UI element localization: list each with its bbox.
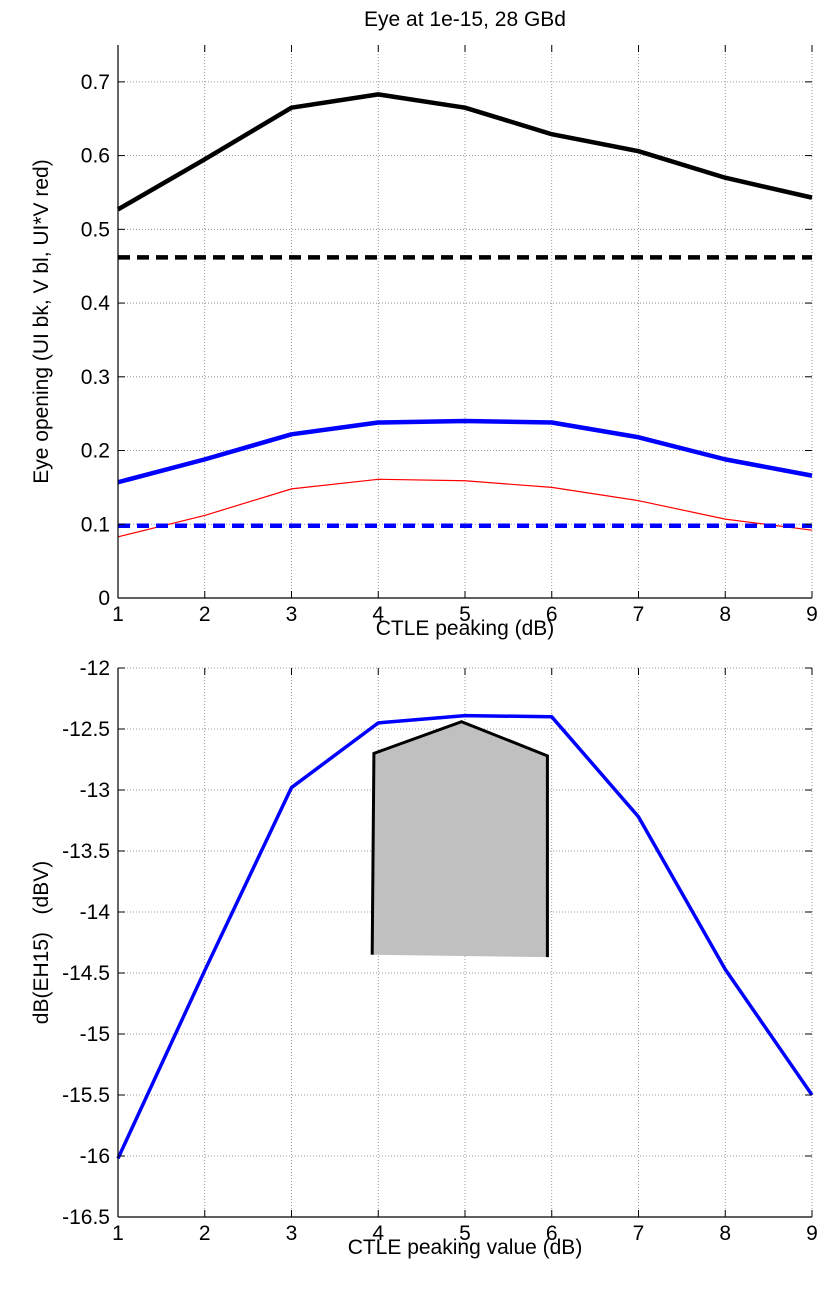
chart-2-y-tick-label-8: -16 xyxy=(80,1145,110,1168)
chart-1-y-tick-label-5: 0.5 xyxy=(81,218,110,241)
chart-1-x-tick-label-7: 8 xyxy=(719,603,731,626)
chart-1-y-axis-label: Eye opening (UI bk, V bl, UI*V red) xyxy=(30,159,53,484)
chart-2-y-axis-label: dB(EH15) (dBV) xyxy=(30,861,53,1024)
chart-1-x-tick-label-2: 3 xyxy=(286,603,298,626)
chart-2-y-tick-label-2: -13 xyxy=(80,779,110,802)
chart-1-series-3-line xyxy=(117,478,813,538)
chart-1-y-tick-label-4: 0.4 xyxy=(81,292,111,315)
chart-1-y-tick-label-1: 0.1 xyxy=(81,513,110,536)
chart-1-y-tick-label-0: 0 xyxy=(98,587,110,610)
chart-1-x-tick-label-6: 7 xyxy=(633,603,645,626)
chart-2-y-tick-label-4: -14 xyxy=(80,901,111,924)
chart-2-y-tick-label-6: -15 xyxy=(80,1023,110,1046)
chart-2-y-tick-label-1: -12.5 xyxy=(62,718,110,741)
chart-1-x-tick-label-4: 5 xyxy=(459,603,471,626)
chart-1-series-2-line xyxy=(117,418,813,485)
chart-1-y-tick-label-2: 0.2 xyxy=(81,440,110,463)
chart-1-x-tick-label-0: 1 xyxy=(112,603,124,626)
chart-2-y-tick-label-3: -13.5 xyxy=(62,840,110,863)
chart-2-x-tick-label-5: 6 xyxy=(546,1222,558,1245)
chart-1-x-tick-label-3: 4 xyxy=(372,603,384,626)
chart-1-x-tick-label-8: 9 xyxy=(806,603,818,626)
chart-2-x-tick-label-6: 7 xyxy=(633,1222,645,1245)
chart-1-y-tick-label-7: 0.7 xyxy=(81,71,110,94)
chart-1-x-axis-label: CTLE peaking (dB) xyxy=(376,617,555,640)
chart-2-x-tick-label-3: 4 xyxy=(372,1222,384,1245)
chart-2-x-tick-label-0: 1 xyxy=(112,1222,124,1245)
chart-1-y-tick-label-6: 0.6 xyxy=(81,145,110,168)
chart-2-x-tick-label-1: 2 xyxy=(199,1222,211,1245)
chart-2-x-tick-label-7: 8 xyxy=(719,1222,731,1245)
chart-1-x-tick-label-1: 2 xyxy=(199,603,211,626)
chart-2-x-axis-label: CTLE peaking value (dB) xyxy=(348,1236,583,1259)
chart-2-series-1-line xyxy=(116,713,814,1160)
chart-2: 1 2 3 4 5 6 7 8 9 -12 -12.5 -13 -13.5 -14 -14.5 -15 -15.… xyxy=(30,657,818,1259)
chart-2-y-tick-label-5: -14.5 xyxy=(62,962,110,985)
chart-2-x-tick-label-8: 9 xyxy=(806,1222,818,1245)
chart-1: 1 2 3 4 5 6 7 8 9 0 0.1 0.2 0.3 0.4 0.5 0.6 0.7 Eye at 1e… xyxy=(30,8,818,640)
chart-2-x-tick-label-2: 3 xyxy=(286,1222,298,1245)
chart-2-y-tick-label-0: -12 xyxy=(80,657,110,680)
chart-1-series-1-line xyxy=(116,92,813,212)
chart-2-x-tick-label-4: 5 xyxy=(459,1222,471,1245)
chart-2-y-tick-label-9: -16.5 xyxy=(62,1206,110,1229)
chart-2-shaded-region-outline xyxy=(370,720,549,958)
chart-1-x-tick-label-5: 6 xyxy=(546,603,558,626)
chart-1-title: Eye at 1e-15, 28 GBd xyxy=(364,8,566,31)
chart-1-y-tick-label-3: 0.3 xyxy=(81,366,110,389)
chart-2-shaded-region xyxy=(372,721,548,958)
chart-2-y-tick-label-7: -15.5 xyxy=(62,1084,110,1107)
